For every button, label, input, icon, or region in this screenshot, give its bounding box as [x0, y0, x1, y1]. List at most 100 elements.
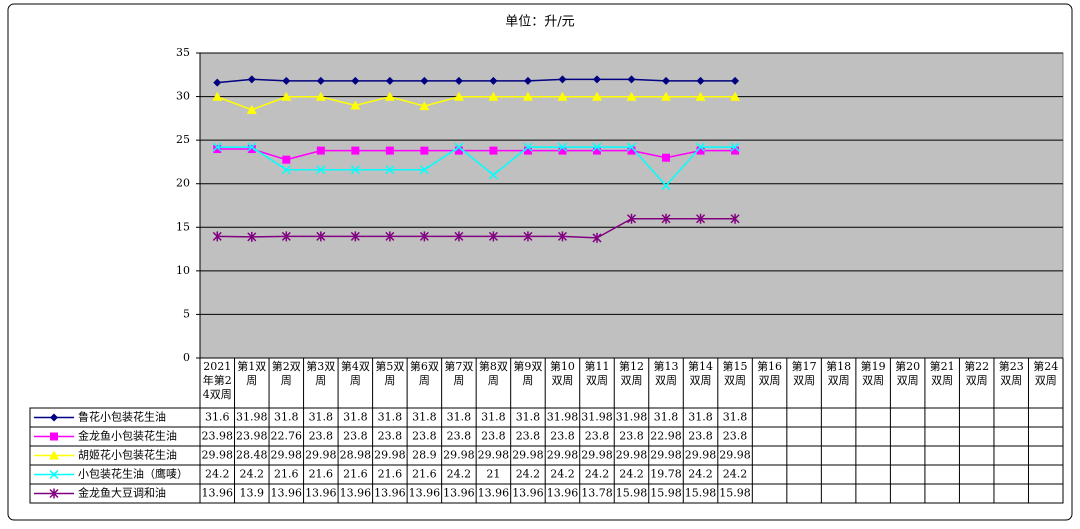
- x-tick-cell: 第21双周: [929, 360, 955, 387]
- data-point: [591, 91, 602, 101]
- table-value: 13.78: [581, 487, 613, 500]
- series-line: [216, 95, 736, 111]
- data-point: [627, 146, 636, 155]
- x-tick-label: 第14双周: [688, 360, 714, 387]
- data-point: [350, 231, 360, 242]
- table-value: 24.2: [723, 468, 748, 481]
- data-point: [489, 146, 498, 155]
- data-point: [626, 213, 637, 224]
- table-value: 28.9: [412, 449, 437, 462]
- data-point: [316, 231, 326, 242]
- table-value: 29.98: [547, 449, 579, 462]
- data-point: [247, 75, 256, 84]
- table-value: 31.8: [309, 411, 334, 424]
- table-value: 24.2: [205, 468, 230, 481]
- x-tick-cell: 第11双周: [584, 360, 609, 387]
- x-tick-cell: 第4双周: [341, 360, 370, 387]
- legend-label: 小包装花生油（鹰唛）: [78, 467, 188, 481]
- legend-marker: [50, 432, 58, 441]
- table-value: 23.8: [309, 430, 334, 443]
- data-point: [488, 170, 498, 180]
- x-tick-label: 第20双周: [895, 360, 921, 387]
- x-tick-label: 第2双周: [271, 360, 301, 387]
- x-tick-cell: 第8双周: [479, 360, 508, 387]
- legend-label: 胡姬花小包装花生油: [78, 448, 177, 462]
- x-tick-cell: 第3双周: [306, 360, 336, 387]
- data-point: [454, 231, 464, 242]
- table-value: 31.8: [343, 411, 368, 424]
- legend-label: 金龙鱼大豆调和油: [78, 486, 166, 500]
- x-tick-cell: 第24双周: [1033, 360, 1058, 387]
- table-value: 22.76: [271, 430, 303, 443]
- table-value: 31.8: [654, 411, 679, 424]
- table-value: 29.98: [374, 449, 406, 462]
- table-value: 22.98: [650, 430, 682, 443]
- table-value: 24.2: [550, 468, 575, 481]
- table-value: 29.98: [650, 449, 682, 462]
- data-point: [592, 142, 602, 152]
- y-tick-label: 35: [176, 46, 190, 59]
- x-tick-label: 第9双周: [513, 360, 543, 387]
- x-tick-cell: 第9双周: [513, 360, 543, 387]
- x-tick-cell: 第16双周: [757, 360, 782, 387]
- x-tick-label: 第3双周: [306, 360, 336, 387]
- table-value: 29.98: [581, 449, 613, 462]
- data-point: [730, 213, 740, 224]
- data-point: [419, 101, 430, 111]
- table-value: 13.9: [240, 487, 265, 500]
- data-point: [385, 165, 395, 175]
- data-point: [626, 91, 637, 101]
- data-point: [282, 76, 291, 85]
- data-point: [662, 153, 671, 162]
- table-value: 13.96: [478, 487, 510, 500]
- x-tick-cell: 第12双周: [618, 360, 644, 387]
- table-value: 13.96: [512, 487, 544, 500]
- table-value: 29.98: [512, 449, 544, 462]
- data-point: [316, 76, 325, 85]
- data-point: [523, 231, 533, 242]
- x-tick-label: 第15双周: [722, 360, 748, 387]
- data-point: [522, 91, 533, 101]
- data-point: [282, 155, 291, 164]
- legend-marker: [49, 450, 59, 460]
- data-point: [661, 181, 671, 191]
- y-tick-label: 15: [176, 220, 190, 233]
- y-tick-label: 10: [176, 264, 190, 277]
- table-value: 29.98: [202, 449, 234, 462]
- table-value: 24.2: [585, 468, 610, 481]
- data-point: [212, 231, 222, 242]
- data-point: [420, 76, 429, 85]
- data-point: [384, 91, 395, 101]
- table-value: 13.96: [202, 487, 234, 500]
- x-tick-cell: 2021年第24双周: [202, 360, 232, 401]
- table-value: 31.8: [481, 411, 506, 424]
- table-value: 23.98: [236, 430, 268, 443]
- table-value: 24.2: [619, 468, 644, 481]
- table-value: 13.96: [547, 487, 579, 500]
- table-value: 31.8: [723, 411, 748, 424]
- x-tick-label: 第21双周: [929, 360, 955, 387]
- data-point: [454, 142, 464, 152]
- data-point: [247, 231, 257, 242]
- table-value: 24.2: [447, 468, 472, 481]
- legend-label: 金龙鱼小包装花生油: [78, 429, 177, 443]
- x-tick-label: 第12双周: [618, 360, 644, 387]
- table-value: 23.8: [688, 430, 713, 443]
- table-value: 23.8: [550, 430, 575, 443]
- table-value: 13.96: [305, 487, 337, 500]
- data-point: [661, 91, 672, 101]
- table-value: 31.98: [236, 411, 268, 424]
- data-point: [523, 76, 532, 85]
- data-point: [627, 75, 636, 84]
- table-value: 29.98: [616, 449, 648, 462]
- x-tick-label: 第18双周: [826, 360, 852, 387]
- x-tick-cell: 第13双周: [654, 360, 679, 387]
- x-tick-label: 2021年第24双周: [202, 360, 232, 401]
- data-point: [695, 91, 706, 101]
- x-tick-label: 第23双周: [998, 360, 1024, 387]
- table-value: 21.6: [309, 468, 334, 481]
- x-tick-cell: 第23双周: [998, 360, 1024, 387]
- y-tick-label: 25: [176, 133, 190, 146]
- table-value: 31.98: [581, 411, 613, 424]
